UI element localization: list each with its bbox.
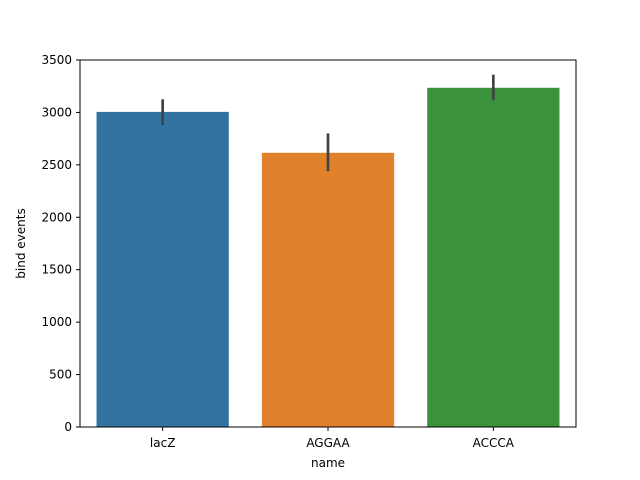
y-tick-label: 2500 [41, 158, 72, 172]
y-tick-label: 500 [49, 368, 72, 382]
error-bars-layer [161, 74, 495, 172]
x-tick-label: ACCCA [473, 436, 515, 450]
x-tick-label: lacZ [150, 436, 176, 450]
y-tick-label: 3500 [41, 53, 72, 67]
y-tick-label: 1500 [41, 263, 72, 277]
x-tick-label: AGGAA [306, 436, 350, 450]
bar-aggaa [261, 152, 395, 428]
y-tick-label: 1000 [41, 315, 72, 329]
y-ticks-layer: 0 500 1000 1500 2000 2500 3000 3500 [41, 53, 80, 434]
y-axis-label: bind events [14, 208, 28, 278]
y-tick-label: 2000 [41, 210, 72, 224]
bars-layer [96, 87, 560, 428]
x-ticks-layer: lacZ AGGAA ACCCA [150, 427, 515, 450]
bar-lacz [96, 111, 229, 428]
y-tick-label: 0 [64, 420, 72, 434]
x-axis-label: name [311, 456, 345, 470]
bar-accca [427, 87, 560, 427]
y-tick-label: 3000 [41, 105, 72, 119]
